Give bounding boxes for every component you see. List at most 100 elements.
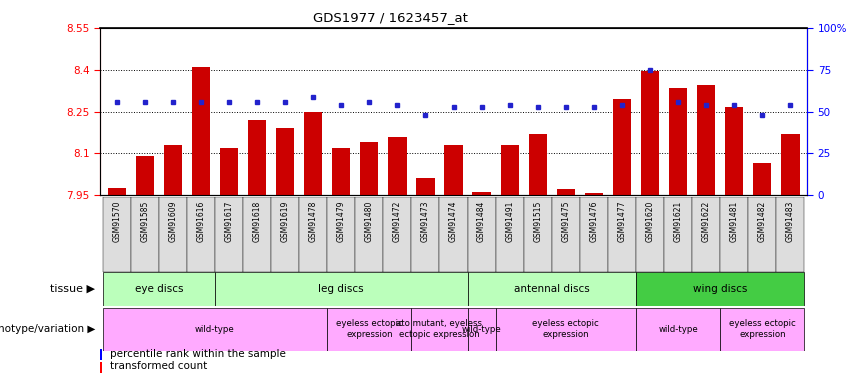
Bar: [220, 148, 238, 195]
Text: GSM91474: GSM91474: [449, 201, 458, 242]
Text: tissue ▶: tissue ▶: [50, 284, 95, 294]
Text: percentile rank within the sample: percentile rank within the sample: [110, 350, 286, 359]
Text: GSM91621: GSM91621: [674, 201, 682, 242]
Bar: [636, 308, 720, 351]
Bar: [248, 120, 266, 195]
Bar: [468, 308, 496, 351]
Bar: [411, 197, 439, 272]
Bar: [276, 128, 294, 195]
Text: GSM91475: GSM91475: [562, 201, 570, 242]
Bar: [187, 197, 215, 272]
Bar: [327, 197, 355, 272]
Bar: [468, 272, 636, 306]
Bar: [271, 197, 299, 272]
Text: GSM91477: GSM91477: [617, 201, 627, 242]
Bar: [641, 71, 659, 195]
Bar: [102, 272, 215, 306]
Bar: [417, 178, 435, 195]
Bar: [496, 197, 523, 272]
Text: eyeless ectopic
expression: eyeless ectopic expression: [729, 320, 796, 339]
Bar: [355, 197, 384, 272]
Bar: [523, 197, 552, 272]
Bar: [697, 85, 715, 195]
Bar: [102, 197, 131, 272]
Text: GSM91483: GSM91483: [786, 201, 795, 242]
Text: wild-type: wild-type: [658, 324, 698, 334]
Text: wild-type: wild-type: [462, 324, 502, 334]
Text: genotype/variation ▶: genotype/variation ▶: [0, 324, 95, 334]
Bar: [215, 197, 243, 272]
Text: GSM91476: GSM91476: [589, 201, 598, 242]
Bar: [388, 136, 406, 195]
Bar: [781, 134, 799, 195]
Text: wild-type: wild-type: [195, 324, 234, 334]
Bar: [748, 197, 776, 272]
Text: GDS1977 / 1623457_at: GDS1977 / 1623457_at: [313, 11, 468, 24]
Text: GSM91484: GSM91484: [477, 201, 486, 242]
Bar: [776, 197, 805, 272]
Bar: [360, 142, 378, 195]
Text: GSM91616: GSM91616: [196, 201, 206, 242]
Text: GSM91622: GSM91622: [701, 201, 711, 242]
Text: GSM91482: GSM91482: [758, 201, 766, 242]
Text: ato mutant, eyeless
ectopic expression: ato mutant, eyeless ectopic expression: [397, 320, 483, 339]
Text: GSM91491: GSM91491: [505, 201, 514, 242]
Bar: [472, 192, 490, 195]
Bar: [664, 197, 692, 272]
Bar: [636, 197, 664, 272]
Text: GSM91481: GSM91481: [730, 201, 739, 242]
Text: wing discs: wing discs: [693, 284, 747, 294]
Bar: [164, 145, 182, 195]
Bar: [215, 272, 468, 306]
Bar: [613, 99, 631, 195]
Bar: [720, 197, 748, 272]
Bar: [692, 197, 720, 272]
Text: GSM91570: GSM91570: [112, 201, 122, 242]
Bar: [332, 148, 351, 195]
Bar: [529, 134, 547, 195]
Text: GSM91478: GSM91478: [309, 201, 318, 242]
Bar: [636, 272, 805, 306]
Text: GSM91617: GSM91617: [225, 201, 233, 242]
Bar: [327, 308, 411, 351]
Text: GSM91472: GSM91472: [393, 201, 402, 242]
Bar: [468, 197, 496, 272]
Text: leg discs: leg discs: [319, 284, 364, 294]
Bar: [243, 197, 271, 272]
Bar: [159, 197, 187, 272]
Text: antennal discs: antennal discs: [514, 284, 589, 294]
Bar: [669, 88, 687, 195]
Bar: [299, 197, 327, 272]
Text: GSM91585: GSM91585: [141, 201, 149, 242]
Bar: [585, 194, 603, 195]
Bar: [304, 112, 322, 195]
Text: GSM91609: GSM91609: [168, 201, 177, 242]
Bar: [384, 197, 411, 272]
Bar: [720, 308, 805, 351]
Bar: [444, 145, 463, 195]
Bar: [608, 197, 636, 272]
Bar: [580, 197, 608, 272]
Bar: [496, 308, 636, 351]
Bar: [411, 308, 468, 351]
Bar: [135, 156, 154, 195]
Bar: [192, 67, 210, 195]
Text: GSM91479: GSM91479: [337, 201, 345, 242]
Bar: [102, 308, 327, 351]
Text: GSM91618: GSM91618: [253, 201, 261, 242]
Text: GSM91619: GSM91619: [280, 201, 290, 242]
Text: GSM91620: GSM91620: [646, 201, 654, 242]
Bar: [725, 107, 743, 195]
Bar: [439, 197, 468, 272]
Bar: [108, 188, 126, 195]
Bar: [556, 189, 575, 195]
Text: transformed count: transformed count: [110, 362, 207, 371]
Text: GSM91515: GSM91515: [533, 201, 542, 242]
Bar: [501, 145, 519, 195]
Text: eye discs: eye discs: [135, 284, 183, 294]
Bar: [131, 197, 159, 272]
Bar: [552, 197, 580, 272]
Text: eyeless ectopic
expression: eyeless ectopic expression: [532, 320, 599, 339]
Text: eyeless ectopic
expression: eyeless ectopic expression: [336, 320, 403, 339]
Bar: [753, 163, 772, 195]
